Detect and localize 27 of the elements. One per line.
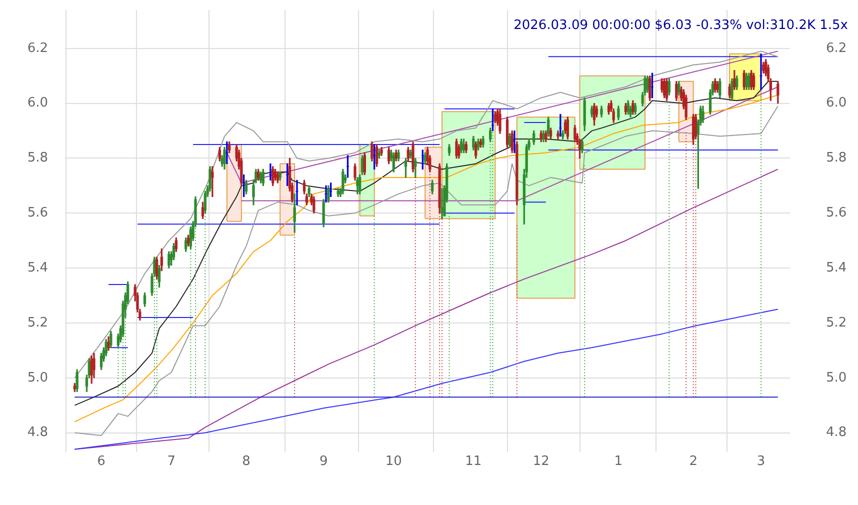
x-tick-label: 7: [167, 454, 176, 470]
y-tick-label: 5.0: [27, 370, 48, 386]
y-tick-label: 5.8: [27, 150, 48, 166]
x-tick-label: 9: [319, 454, 328, 470]
y2-tick-label: 5.8: [826, 150, 847, 166]
y2-tick-label: 6.0: [826, 96, 847, 111]
y-tick-label: 6.0: [27, 96, 48, 111]
y2-tick-label: 5.6: [826, 206, 847, 221]
y-tick-label: 5.6: [27, 206, 48, 221]
y2-tick-label: 5.4: [826, 260, 847, 276]
y-tick-label: 4.8: [27, 425, 48, 440]
x-tick-label: 2: [689, 454, 698, 470]
x-tick-label: 12: [532, 454, 550, 470]
y2-tick-label: 5.0: [826, 370, 847, 386]
y-tick-label: 5.2: [27, 315, 48, 330]
y-tick-label: 5.4: [27, 260, 48, 276]
x-tick-label: 10: [385, 454, 402, 470]
text: 2026.03.09 00:00:00 $6.03 -0.33% vol:310.2K 1.5x: [514, 18, 848, 33]
x-tick-label: 6: [97, 454, 106, 470]
y-tick-label: 6.2: [27, 40, 48, 56]
x-tick-label: 1: [614, 454, 623, 470]
x-tick-label: 3: [756, 454, 766, 470]
y2-tick-label: 6.2: [826, 40, 847, 56]
x-tick-label: 8: [242, 454, 250, 470]
y2-tick-label: 4.8: [826, 425, 847, 440]
x-tick-label: 11: [465, 454, 482, 470]
y2-tick-label: 5.2: [826, 315, 847, 330]
